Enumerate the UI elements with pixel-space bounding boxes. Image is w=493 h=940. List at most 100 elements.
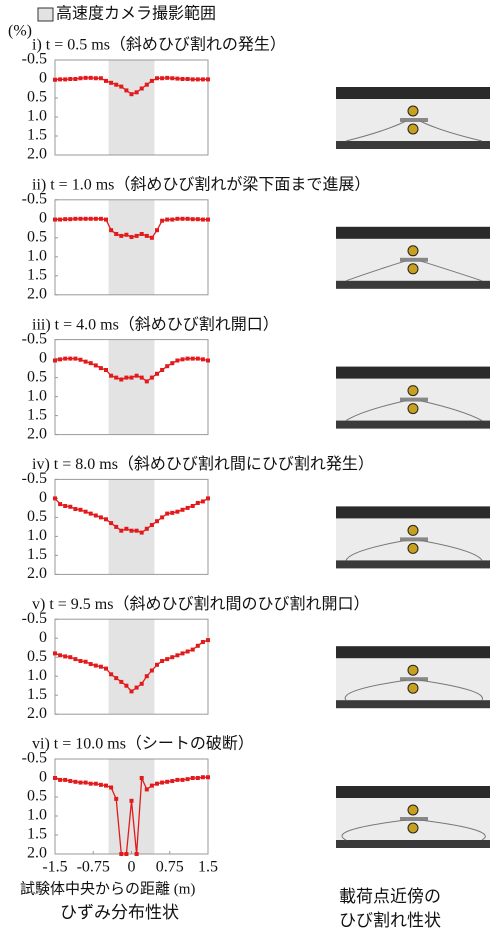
strain-point bbox=[104, 218, 108, 222]
strain-point bbox=[84, 781, 88, 785]
strain-point bbox=[181, 357, 185, 361]
left-caption: ひずみ分布性状 bbox=[60, 903, 179, 922]
y-tick-label: 0.5 bbox=[27, 788, 47, 805]
strain-point bbox=[191, 504, 195, 508]
strain-point bbox=[63, 217, 67, 221]
strain-point bbox=[170, 361, 174, 365]
strain-point bbox=[165, 218, 169, 222]
strain-point bbox=[84, 360, 88, 364]
crack-photo bbox=[336, 646, 490, 708]
target-marker bbox=[408, 386, 418, 396]
strain-point bbox=[155, 782, 159, 786]
strain-point bbox=[114, 525, 118, 529]
camera-range bbox=[109, 200, 155, 295]
strain-point bbox=[135, 374, 139, 378]
strain-point bbox=[119, 852, 123, 856]
strain-point bbox=[191, 77, 195, 81]
strain-point bbox=[196, 77, 200, 81]
strain-point bbox=[58, 218, 62, 222]
strain-point bbox=[109, 81, 113, 85]
legend-swatch bbox=[38, 8, 53, 21]
y-tick-label: 2.0 bbox=[27, 146, 47, 163]
chart-title: v) t = 9.5 ms（斜めひび割れ間のひび割れ開口） bbox=[32, 595, 369, 613]
photo-bottom-band bbox=[336, 141, 490, 149]
strain-point bbox=[73, 657, 77, 661]
strain-point bbox=[114, 232, 118, 236]
y-tick-label: 0 bbox=[39, 629, 47, 646]
camera-range bbox=[109, 619, 155, 714]
strain-point bbox=[150, 236, 154, 240]
strain-point bbox=[104, 517, 108, 521]
target-marker bbox=[408, 525, 418, 535]
strain-point bbox=[186, 77, 190, 81]
strain-point bbox=[79, 217, 83, 221]
strain-point bbox=[124, 233, 128, 237]
strain-point bbox=[145, 83, 149, 87]
chart-title: iv) t = 8.0 ms（斜めひび割れ間にひび割れ発生） bbox=[32, 455, 374, 473]
strain-point bbox=[79, 781, 83, 785]
y-tick-label: 0.5 bbox=[27, 508, 47, 525]
strain-point bbox=[135, 90, 139, 94]
strain-point bbox=[196, 644, 200, 648]
strain-point bbox=[119, 680, 123, 684]
legend-label: 高速度カメラ撮影範囲 bbox=[56, 5, 216, 23]
y-tick-label: 2.0 bbox=[27, 285, 47, 302]
x-tick-label: 1.5 bbox=[198, 859, 218, 876]
y-tick-label: 1.5 bbox=[27, 127, 47, 144]
strain-point bbox=[89, 76, 93, 80]
strain-point bbox=[109, 672, 113, 676]
strain-point bbox=[63, 77, 67, 81]
strain-point bbox=[109, 374, 113, 378]
strain-point bbox=[191, 217, 195, 221]
strain-point bbox=[99, 366, 103, 370]
chart-title: iii) t = 4.0 ms（斜めひび割れ開口） bbox=[32, 315, 279, 333]
photo-bottom-band bbox=[336, 840, 490, 848]
strain-point bbox=[201, 499, 205, 503]
strain-point bbox=[68, 505, 72, 509]
photo-bottom-band bbox=[336, 421, 490, 429]
x-axis-label: 試験体中央からの距離 (m) bbox=[20, 879, 195, 897]
strain-point bbox=[89, 361, 93, 365]
strain-point bbox=[160, 368, 164, 372]
strain-point bbox=[94, 782, 98, 786]
y-tick-label: 1.0 bbox=[27, 527, 47, 544]
strain-point bbox=[191, 776, 195, 780]
strain-point bbox=[94, 664, 98, 668]
strain-point bbox=[145, 674, 149, 678]
strain-point bbox=[89, 662, 93, 666]
strain-point bbox=[130, 376, 134, 380]
strain-point bbox=[58, 502, 62, 506]
strain-point bbox=[114, 676, 118, 680]
y-tick-label: 0 bbox=[39, 349, 47, 366]
strain-point bbox=[124, 527, 128, 531]
x-tick-label: 0.75 bbox=[156, 859, 184, 876]
strain-point bbox=[175, 653, 179, 657]
strain-point bbox=[94, 76, 98, 80]
strain-point bbox=[145, 787, 149, 791]
strain-point bbox=[89, 217, 93, 221]
y-tick-label: -0.5 bbox=[22, 51, 47, 68]
y-tick-label: 1.0 bbox=[27, 667, 47, 684]
strain-point bbox=[119, 378, 123, 382]
strain-point bbox=[145, 527, 149, 531]
strain-point bbox=[130, 92, 134, 96]
strain-point bbox=[175, 510, 179, 514]
strain-point bbox=[201, 775, 205, 779]
strain-point bbox=[68, 357, 72, 361]
strain-point bbox=[206, 496, 210, 500]
strain-point bbox=[170, 655, 174, 659]
strain-point bbox=[155, 372, 159, 376]
strain-point bbox=[140, 776, 144, 780]
strain-point bbox=[73, 357, 77, 361]
crack-photo bbox=[336, 506, 490, 568]
y-axis-unit: (%) bbox=[8, 23, 32, 40]
y-tick-label: 0.5 bbox=[27, 228, 47, 245]
y-tick-label: 0 bbox=[39, 489, 47, 506]
chart-title: i) t = 0.5 ms（斜めひび割れの発生） bbox=[32, 36, 286, 54]
strain-point bbox=[84, 217, 88, 221]
strain-point bbox=[186, 357, 190, 361]
chart-title: ii) t = 1.0 ms（斜めひび割れが梁下面まで進展） bbox=[32, 175, 370, 193]
y-tick-label: 1.5 bbox=[27, 546, 47, 563]
strain-point bbox=[196, 217, 200, 221]
strain-point bbox=[196, 776, 200, 780]
